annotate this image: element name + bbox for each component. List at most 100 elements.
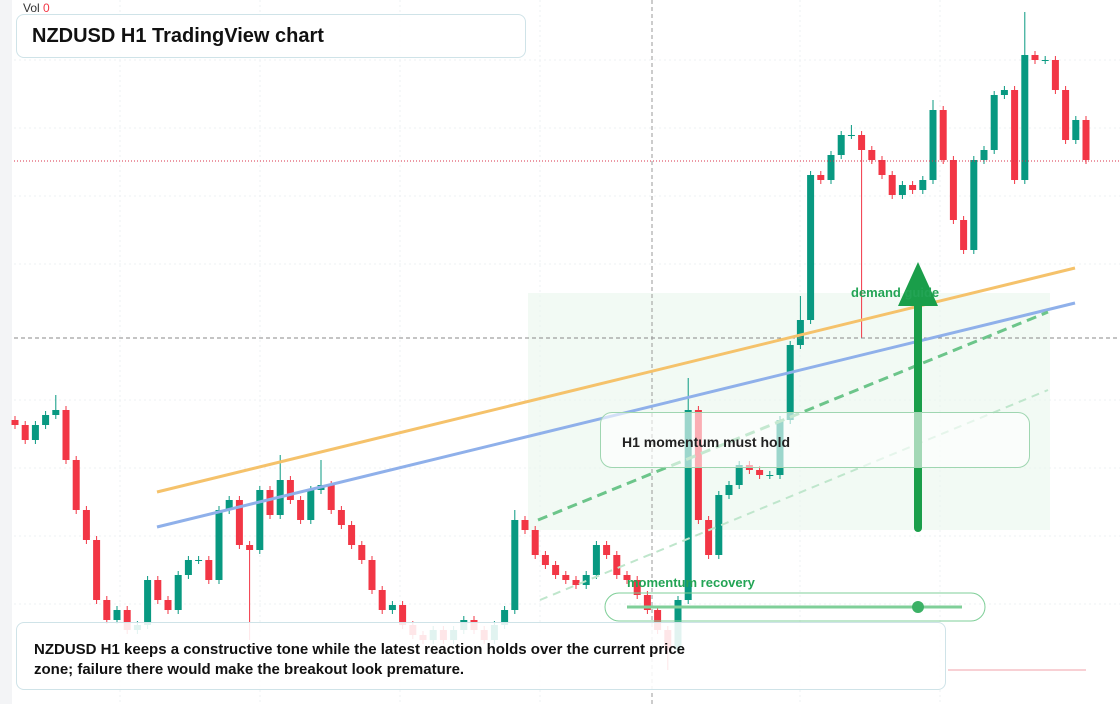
candle-body <box>72 460 80 510</box>
candle-body <box>348 525 356 545</box>
candle-body <box>42 415 50 425</box>
candle-body <box>52 410 60 415</box>
candle-body <box>103 600 111 620</box>
note: NZDUSD H1 keeps a constructive tone whil… <box>34 641 686 678</box>
candle-body <box>327 485 335 510</box>
candle-body <box>184 560 192 575</box>
candle-body <box>949 160 957 220</box>
candle-body <box>582 575 590 585</box>
annotation: demand guide <box>851 285 940 300</box>
candle-body <box>11 420 19 425</box>
candle-body <box>939 110 947 160</box>
candle-body <box>970 160 978 250</box>
candle-body <box>623 575 631 580</box>
candle-body <box>1031 55 1039 60</box>
candle-body <box>144 580 152 625</box>
candle-body <box>715 495 723 555</box>
candle-body <box>368 560 376 590</box>
candle-body <box>378 590 386 610</box>
vol-value: 0 <box>43 1 50 15</box>
candle-body <box>246 545 254 550</box>
candle-body <box>337 510 345 525</box>
candle-body <box>235 500 243 545</box>
candle-body <box>878 160 886 175</box>
candle-body <box>511 520 519 610</box>
candle-body <box>266 490 274 515</box>
candle-body <box>21 425 29 440</box>
candle-body <box>633 580 641 595</box>
candle-body <box>990 95 998 150</box>
candle-body <box>1072 120 1080 140</box>
chart-title: NZDUSD H1 TradingView chart <box>32 25 324 47</box>
candle-body <box>501 610 509 625</box>
candle-body <box>552 565 560 575</box>
candle-body <box>123 610 131 630</box>
candle-body <box>888 175 896 195</box>
candle-body <box>1051 60 1059 90</box>
candle-body <box>205 560 213 580</box>
arrow-head <box>898 262 938 306</box>
candles <box>11 12 1090 670</box>
annotation-box: H1 momentum must hold <box>600 412 1030 468</box>
candle-body <box>562 575 570 580</box>
candle-body <box>572 580 580 585</box>
candle-body <box>786 345 794 420</box>
candle-body <box>297 500 305 520</box>
candle-body <box>154 580 162 600</box>
candle-body <box>796 320 804 345</box>
candle-body <box>960 220 968 250</box>
candle-body <box>725 485 733 495</box>
candle-body <box>358 545 366 560</box>
candle-body <box>868 150 876 160</box>
candle-body <box>827 155 835 180</box>
candle-body <box>1000 90 1008 95</box>
candle-body <box>1011 90 1019 180</box>
vol: Vol 0 <box>23 1 50 15</box>
candle-body <box>113 610 121 620</box>
candle-body <box>388 605 396 610</box>
candle-body <box>215 510 223 580</box>
candle-body <box>399 605 407 625</box>
annotation: H1 momentum must hold <box>622 434 791 450</box>
candle-body <box>164 600 172 610</box>
vol-label: Vol <box>23 1 40 15</box>
candle-body <box>93 540 101 600</box>
candle-body <box>909 185 917 190</box>
candle-body <box>847 135 855 136</box>
pill <box>604 592 986 622</box>
candle-body <box>980 150 988 160</box>
candle-body <box>898 185 906 195</box>
candle-body <box>256 490 264 550</box>
candle-body <box>684 410 692 600</box>
pill-dot <box>912 601 924 613</box>
candle-body <box>1082 120 1090 160</box>
candle-body <box>735 465 743 485</box>
candle-body <box>521 520 529 530</box>
candle-body <box>62 410 70 460</box>
candle-body <box>817 175 825 180</box>
candle-body <box>82 510 90 540</box>
candle-body <box>307 490 315 520</box>
title-box: NZDUSD H1 TradingView chart <box>16 14 526 58</box>
candle-body <box>643 595 651 610</box>
candle-body <box>919 180 927 190</box>
note-box: NZDUSD H1 keeps a constructive tone whil… <box>16 622 946 690</box>
left-edge <box>0 0 12 704</box>
candle-body <box>1062 90 1070 140</box>
candle-body <box>603 545 611 555</box>
candle-body <box>929 110 937 180</box>
candle-body <box>654 610 662 630</box>
candle-body <box>195 560 203 561</box>
candle-body <box>31 425 39 440</box>
trend-line <box>539 389 1049 601</box>
candle-body <box>1021 55 1029 180</box>
annotation: momentum recovery <box>627 575 755 590</box>
candle-body <box>531 530 539 555</box>
candle-body <box>837 135 845 155</box>
candle-body <box>1041 60 1049 61</box>
candle-body <box>766 475 774 476</box>
candle-body <box>807 175 815 320</box>
candle-body <box>592 545 600 575</box>
